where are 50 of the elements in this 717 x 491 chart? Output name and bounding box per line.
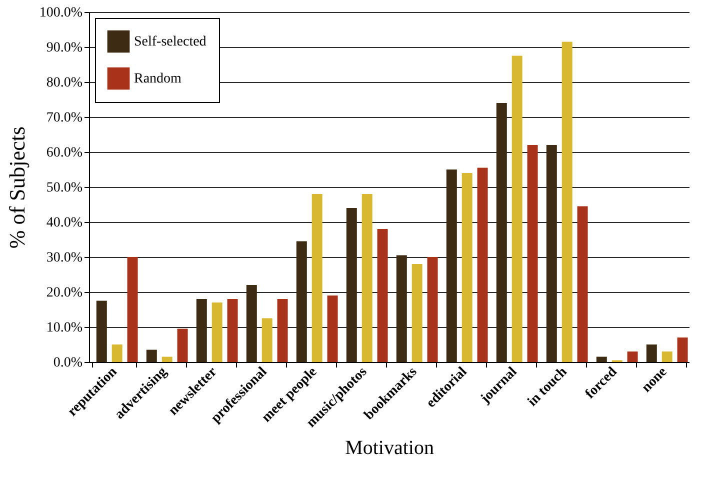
bar xyxy=(296,241,307,362)
bar xyxy=(427,257,438,362)
bar xyxy=(446,170,457,362)
y-tick-label: 100.0% xyxy=(39,6,83,20)
y-tick-label: 10.0% xyxy=(46,320,83,336)
legend-label: Random xyxy=(134,72,182,86)
bar xyxy=(327,296,338,362)
bar xyxy=(677,338,688,362)
bar xyxy=(277,299,288,362)
bar xyxy=(596,356,607,362)
y-tick-label: 70.0% xyxy=(46,110,83,126)
bar xyxy=(227,299,238,362)
bar xyxy=(546,145,557,362)
bar xyxy=(312,194,322,362)
y-tick-label: 20.0% xyxy=(46,286,83,300)
bar xyxy=(412,264,422,362)
bar xyxy=(527,145,538,362)
bar xyxy=(177,328,188,362)
bar xyxy=(196,299,207,362)
bar xyxy=(96,300,107,362)
y-tick-label: 90.0% xyxy=(46,40,83,56)
y-tick-label: 40.0% xyxy=(46,216,83,230)
bar xyxy=(662,352,672,362)
bar xyxy=(346,208,357,362)
y-tick-label: 0.0% xyxy=(53,356,83,370)
bar xyxy=(246,285,257,362)
bar xyxy=(112,344,122,362)
bar xyxy=(462,173,472,362)
bar xyxy=(362,194,372,362)
bar xyxy=(577,206,588,362)
y-tick-label: 60.0% xyxy=(46,146,83,160)
bar xyxy=(477,168,488,362)
bar xyxy=(646,344,657,362)
bar xyxy=(512,56,522,362)
bar xyxy=(627,352,638,362)
x-axis-title: Motivation xyxy=(345,437,434,460)
bar xyxy=(146,350,157,362)
legend-label: Self-selected xyxy=(134,34,206,50)
bar xyxy=(127,257,138,362)
y-tick-label: 80.0% xyxy=(46,76,83,90)
bar xyxy=(212,302,222,362)
bar xyxy=(377,229,388,362)
y-axis-title: % of Subjects xyxy=(4,126,30,249)
bar xyxy=(496,103,507,362)
bar xyxy=(162,356,172,362)
y-tick-label: 50.0% xyxy=(46,180,83,196)
bar xyxy=(396,255,407,362)
bar xyxy=(562,42,572,362)
bar xyxy=(262,318,272,362)
y-tick-label: 30.0% xyxy=(46,250,83,266)
